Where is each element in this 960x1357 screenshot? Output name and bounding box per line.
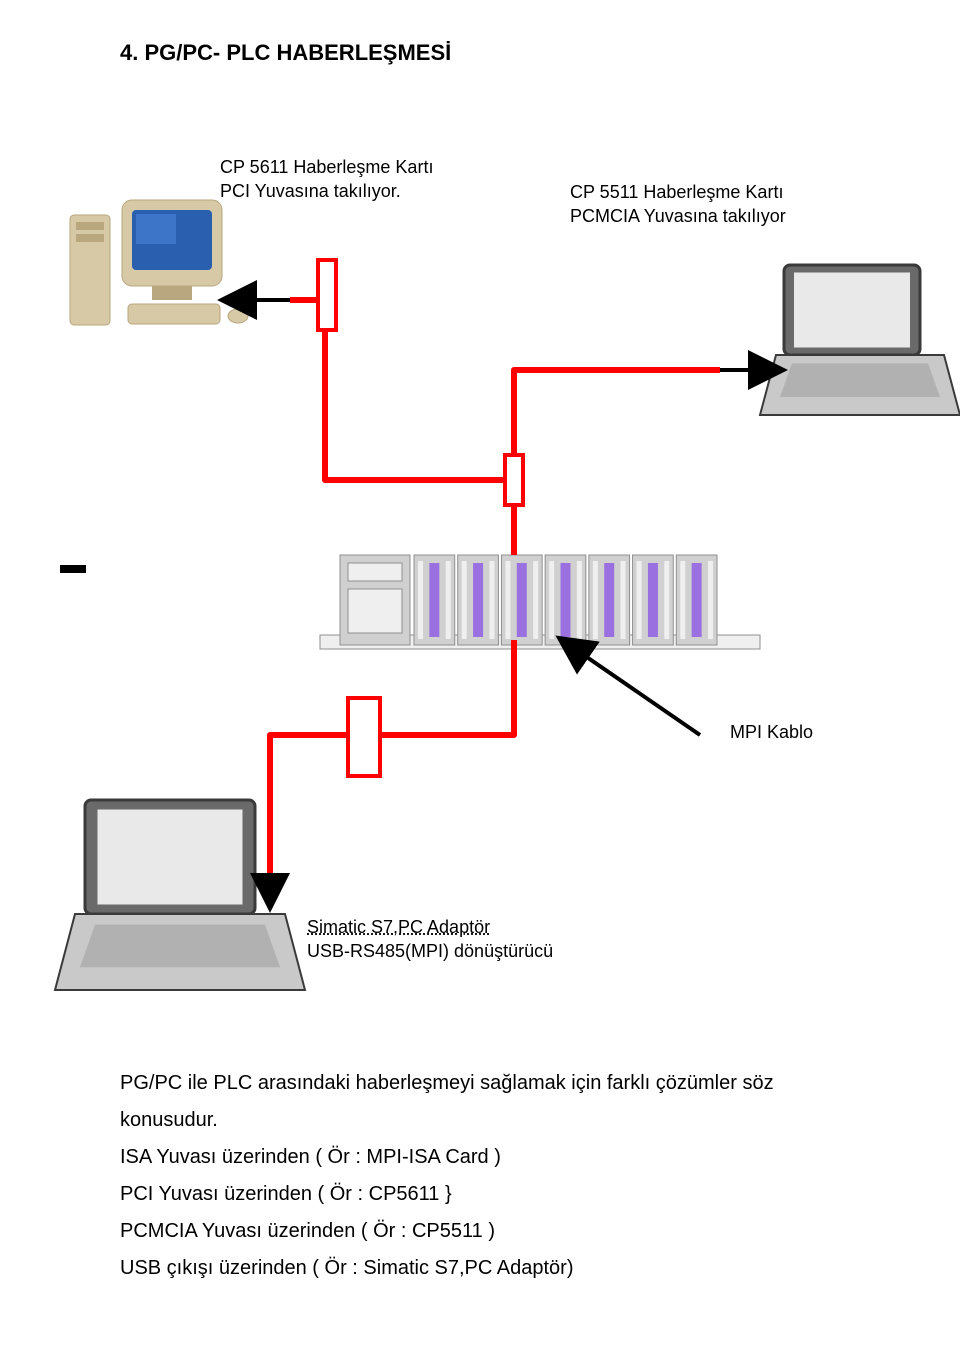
cable-pcmcia-to-plc: [514, 370, 720, 480]
plc-rack-icon: [60, 555, 760, 649]
connector-adaptor: [348, 698, 380, 776]
page: 4. PG/PC- PLC HABERLEŞMESİ CP 5611 Haber…: [0, 0, 960, 1357]
arrow-mpi-label: [562, 640, 700, 735]
desktop-pc-icon: [70, 200, 248, 325]
cable-adaptor-to-laptop: [270, 735, 348, 877]
body-paragraph: PG/PC ile PLC arasındaki haberleşmeyi sa…: [120, 1065, 860, 1287]
connector-pci: [318, 260, 336, 330]
connector-trunk: [505, 455, 523, 505]
laptop-right-icon: [760, 265, 960, 415]
cable-plc-to-adaptor-a: [380, 640, 514, 735]
